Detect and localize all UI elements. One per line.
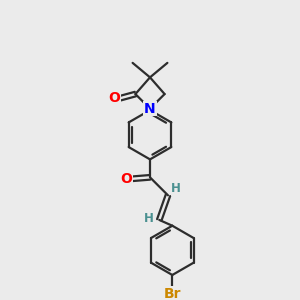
Text: Br: Br (164, 287, 181, 300)
Text: H: H (144, 212, 154, 225)
Text: O: O (120, 172, 132, 186)
Text: H: H (171, 182, 181, 195)
Text: N: N (144, 102, 156, 116)
Text: O: O (108, 92, 120, 105)
